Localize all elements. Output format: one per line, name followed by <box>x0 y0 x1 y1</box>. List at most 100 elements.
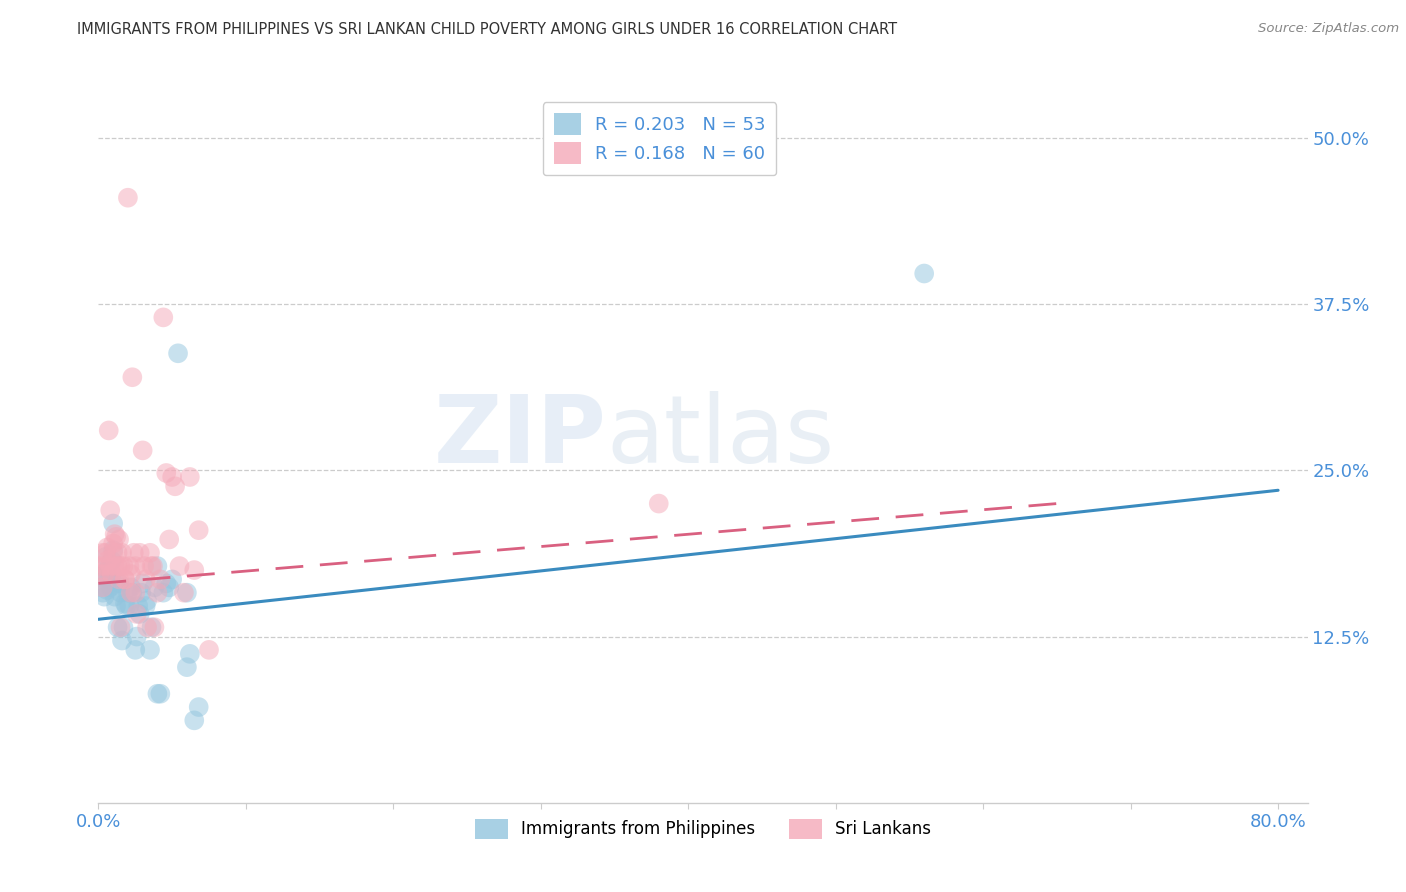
Point <box>131 576 153 591</box>
Text: IMMIGRANTS FROM PHILIPPINES VS SRI LANKAN CHILD POVERTY AMONG GIRLS UNDER 16 COR: IMMIGRANTS FROM PHILIPPINES VS SRI LANKA… <box>77 22 897 37</box>
Point <box>101 536 124 550</box>
Point <box>155 466 177 480</box>
Point <box>128 607 150 621</box>
Point <box>93 567 115 582</box>
Point <box>124 643 146 657</box>
Point <box>149 573 172 587</box>
Point <box>135 599 157 613</box>
Point <box>110 580 132 594</box>
Text: ZIP: ZIP <box>433 391 606 483</box>
Point <box>179 470 201 484</box>
Point <box>129 585 152 599</box>
Point <box>179 647 201 661</box>
Point <box>183 563 205 577</box>
Point <box>135 573 157 587</box>
Point <box>120 580 142 594</box>
Point <box>152 310 174 325</box>
Point <box>100 567 122 582</box>
Point <box>114 573 136 587</box>
Point <box>114 573 136 587</box>
Point <box>112 620 135 634</box>
Point <box>100 554 122 568</box>
Point <box>89 570 111 584</box>
Point <box>139 643 162 657</box>
Point <box>146 687 169 701</box>
Point <box>187 700 209 714</box>
Point <box>120 585 142 599</box>
Point <box>143 620 166 634</box>
Point <box>176 585 198 599</box>
Point <box>105 599 128 613</box>
Point <box>114 596 136 610</box>
Point <box>648 497 671 511</box>
Point <box>173 585 195 599</box>
Point <box>94 570 117 584</box>
Point <box>146 585 169 599</box>
Point <box>96 563 118 577</box>
Point <box>101 516 124 531</box>
Legend: Immigrants from Philippines, Sri Lankans: Immigrants from Philippines, Sri Lankans <box>468 812 938 846</box>
Point <box>96 541 118 555</box>
Point <box>136 620 159 634</box>
Point <box>198 643 221 657</box>
Point <box>101 543 124 558</box>
Point <box>108 576 131 591</box>
Point <box>169 559 191 574</box>
Point <box>89 567 111 582</box>
Point <box>149 687 172 701</box>
Point <box>91 580 114 594</box>
Point <box>97 573 120 587</box>
Point <box>121 370 143 384</box>
Point <box>160 470 183 484</box>
Point <box>98 580 121 594</box>
Point <box>152 585 174 599</box>
Point <box>183 714 205 728</box>
Point <box>187 523 209 537</box>
Point <box>118 559 141 574</box>
Point <box>128 546 150 560</box>
Point <box>90 559 112 574</box>
Point <box>90 580 112 594</box>
Point <box>912 267 935 281</box>
Point <box>110 559 132 574</box>
Point <box>143 580 166 594</box>
Point <box>117 585 139 599</box>
Point <box>141 559 163 574</box>
Point <box>111 546 134 560</box>
Text: Source: ZipAtlas.com: Source: ZipAtlas.com <box>1258 22 1399 36</box>
Point <box>104 527 127 541</box>
Point <box>98 503 121 517</box>
Point <box>91 585 114 599</box>
Point <box>111 633 134 648</box>
Point <box>110 620 132 634</box>
Point <box>125 607 148 621</box>
Point <box>108 573 131 587</box>
Point <box>101 546 124 560</box>
Point <box>98 559 121 574</box>
Point <box>94 549 117 564</box>
Point <box>94 546 117 560</box>
Point <box>142 559 165 574</box>
Point <box>117 191 139 205</box>
Point <box>157 580 180 594</box>
Point <box>125 630 148 644</box>
Point <box>91 546 114 560</box>
Point <box>97 424 120 438</box>
Point <box>120 567 142 582</box>
Point <box>157 533 180 547</box>
Point <box>93 590 115 604</box>
Point <box>124 585 146 599</box>
Point <box>131 443 153 458</box>
Point <box>118 599 141 613</box>
Point <box>115 599 138 613</box>
Point <box>110 585 132 599</box>
Point <box>100 567 122 582</box>
Point <box>141 620 163 634</box>
Point <box>134 559 156 574</box>
Point <box>167 346 190 360</box>
Point <box>96 582 118 597</box>
Point <box>176 660 198 674</box>
Point <box>165 479 187 493</box>
Point <box>108 533 131 547</box>
Text: atlas: atlas <box>606 391 835 483</box>
